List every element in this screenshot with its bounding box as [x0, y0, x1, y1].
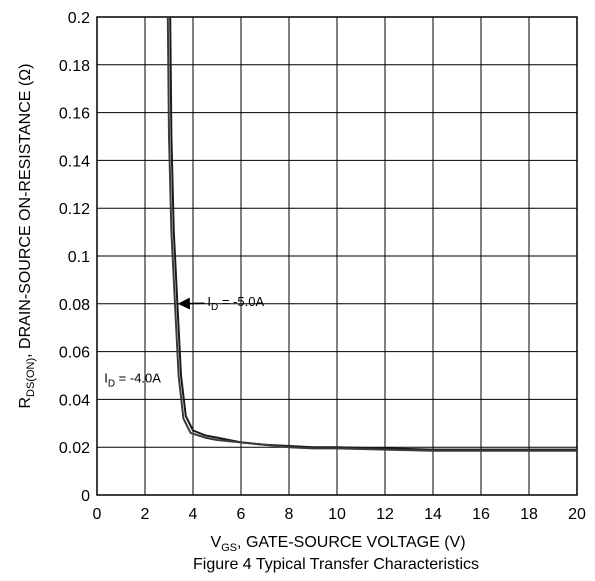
y-tick-label: 0.1 — [68, 249, 90, 266]
series-line-2 — [166, 16, 577, 452]
figure-caption: Figure 4 Typical Transfer Characteristic… — [192, 556, 480, 573]
y-tick-label: 0.12 — [59, 201, 90, 218]
annotation-2: ID = -4.0A — [104, 371, 161, 390]
y-tick-label: 0.06 — [59, 345, 90, 362]
plot-border — [96, 16, 578, 496]
y-tick-label: 0.02 — [59, 440, 90, 457]
series-line-1 — [169, 16, 577, 451]
annotation-label: ID = -5.0A — [207, 294, 264, 313]
x-tick-labels: 0 2 4 6 8 10 12 14 16 18 20 — [93, 506, 586, 523]
x-tick-label: 4 — [189, 506, 198, 523]
y-tick-labels: 0 0.02 0.04 0.06 0.08 0.1 0.12 0.14 0.16 0.18 0.2 — [59, 10, 90, 505]
y-tick-label: 0.16 — [59, 106, 90, 123]
annotation-arrow — [177, 297, 205, 310]
annotation-label: ID = -4.0A — [104, 371, 161, 390]
y-axis-title: RDS(ON), DRAIN-SOURCE ON-RESISTANCE (Ω) — [17, 63, 37, 408]
x-tick-label: 18 — [520, 506, 538, 523]
y-tick-label: 0.14 — [59, 153, 90, 170]
y-tick-label: 0.08 — [59, 297, 90, 314]
y-tick-label: 0 — [81, 488, 90, 505]
y-tick-label: 0.04 — [59, 392, 90, 409]
x-tick-label: 8 — [285, 506, 294, 523]
annotations: ID = -5.0A ID = -4.0A — [104, 294, 264, 389]
x-tick-label: 2 — [141, 506, 150, 523]
plot-frame — [96, 16, 578, 496]
x-tick-label: 6 — [237, 506, 246, 523]
x-axis-title: VGS, GATE-SOURCE VOLTAGE (V) — [210, 534, 465, 554]
x-tick-label: 10 — [328, 506, 346, 523]
x-tick-label: 16 — [472, 506, 490, 523]
series-layer — [166, 16, 577, 452]
y-tick-label: 0.18 — [59, 58, 90, 75]
x-tick-label: 0 — [93, 506, 102, 523]
x-tick-label: 12 — [376, 506, 394, 523]
annotation-1: ID = -5.0A — [177, 294, 264, 313]
x-tick-label: 20 — [568, 506, 586, 523]
x-tick-label: 14 — [424, 506, 442, 523]
y-tick-label: 0.2 — [68, 10, 90, 27]
